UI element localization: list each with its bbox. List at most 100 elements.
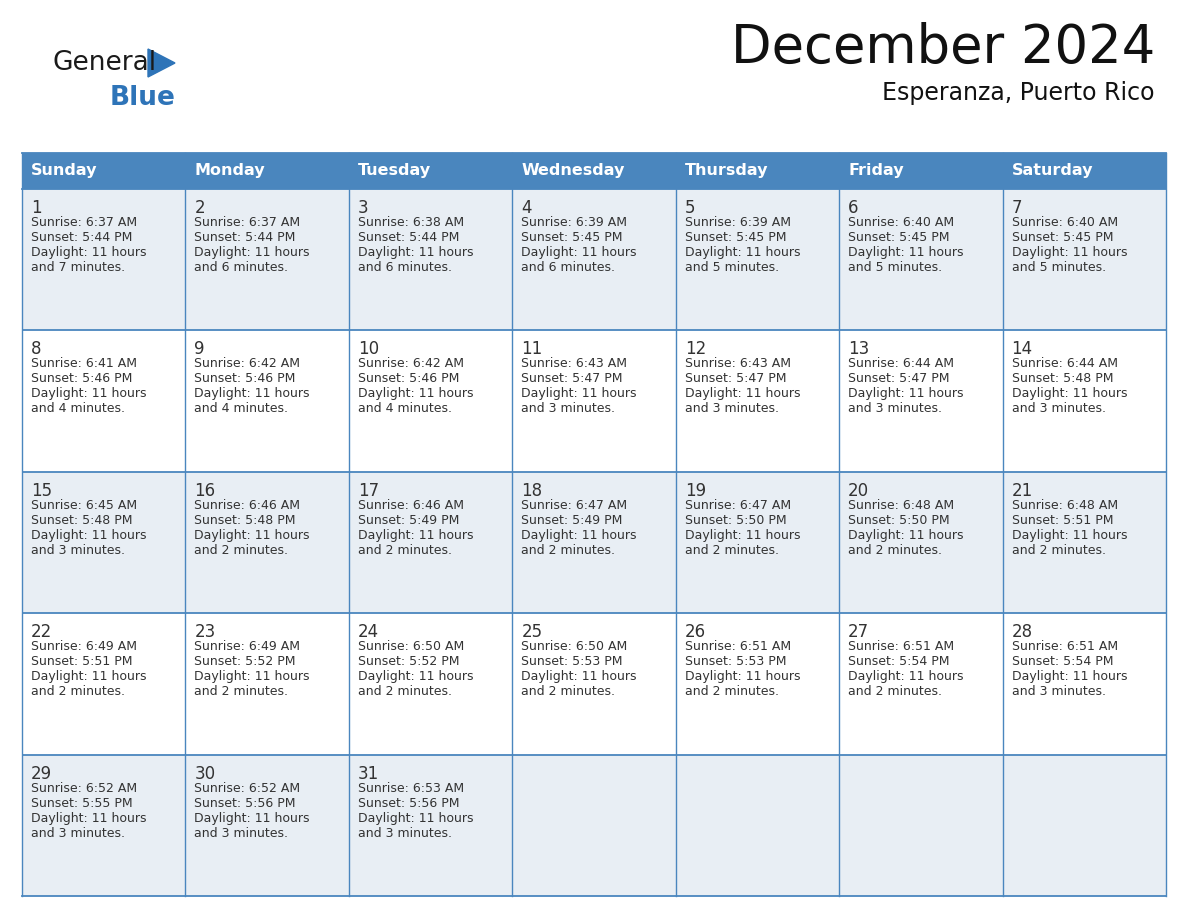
Bar <box>23 189 185 330</box>
Text: Daylight: 11 hours: Daylight: 11 hours <box>684 670 801 683</box>
Text: Blue: Blue <box>110 85 176 111</box>
Text: Daylight: 11 hours: Daylight: 11 hours <box>358 670 473 683</box>
Bar <box>1003 755 1165 896</box>
Text: and 2 minutes.: and 2 minutes. <box>848 543 942 557</box>
Text: Sunset: 5:44 PM: Sunset: 5:44 PM <box>195 231 296 244</box>
Text: Sunset: 5:52 PM: Sunset: 5:52 PM <box>358 655 460 668</box>
Bar <box>839 613 1003 755</box>
Text: Sunset: 5:55 PM: Sunset: 5:55 PM <box>31 797 133 810</box>
Text: and 4 minutes.: and 4 minutes. <box>195 402 289 416</box>
Text: Daylight: 11 hours: Daylight: 11 hours <box>358 246 473 259</box>
Text: and 7 minutes.: and 7 minutes. <box>31 261 125 274</box>
Bar <box>23 613 185 755</box>
Text: 5: 5 <box>684 199 695 217</box>
Bar <box>23 153 185 189</box>
Text: Daylight: 11 hours: Daylight: 11 hours <box>31 246 146 259</box>
Text: and 3 minutes.: and 3 minutes. <box>358 826 451 840</box>
Text: Daylight: 11 hours: Daylight: 11 hours <box>31 387 146 400</box>
Bar <box>676 755 839 896</box>
Text: and 2 minutes.: and 2 minutes. <box>195 685 289 699</box>
Text: and 2 minutes.: and 2 minutes. <box>522 543 615 557</box>
Text: Sunset: 5:51 PM: Sunset: 5:51 PM <box>1011 514 1113 527</box>
Text: Sunrise: 6:42 AM: Sunrise: 6:42 AM <box>195 357 301 370</box>
Bar <box>185 189 349 330</box>
Text: and 5 minutes.: and 5 minutes. <box>1011 261 1106 274</box>
Text: 6: 6 <box>848 199 859 217</box>
Text: Daylight: 11 hours: Daylight: 11 hours <box>684 387 801 400</box>
Text: Sunrise: 6:45 AM: Sunrise: 6:45 AM <box>31 498 137 512</box>
Text: Friday: Friday <box>848 163 904 178</box>
Bar <box>1003 330 1165 472</box>
Text: Daylight: 11 hours: Daylight: 11 hours <box>358 387 473 400</box>
Bar <box>185 330 349 472</box>
Text: Sunrise: 6:44 AM: Sunrise: 6:44 AM <box>1011 357 1118 370</box>
Text: and 3 minutes.: and 3 minutes. <box>195 826 289 840</box>
Bar <box>349 755 512 896</box>
Text: Sunrise: 6:44 AM: Sunrise: 6:44 AM <box>848 357 954 370</box>
Text: General: General <box>52 50 156 76</box>
Text: Sunset: 5:45 PM: Sunset: 5:45 PM <box>522 231 623 244</box>
Text: Sunset: 5:53 PM: Sunset: 5:53 PM <box>522 655 623 668</box>
Bar <box>185 613 349 755</box>
Text: Sunrise: 6:37 AM: Sunrise: 6:37 AM <box>31 216 137 229</box>
Text: Saturday: Saturday <box>1011 163 1093 178</box>
Text: Sunrise: 6:50 AM: Sunrise: 6:50 AM <box>522 640 627 654</box>
Text: 4: 4 <box>522 199 532 217</box>
Text: Sunset: 5:49 PM: Sunset: 5:49 PM <box>522 514 623 527</box>
Text: 21: 21 <box>1011 482 1032 499</box>
Bar <box>512 755 676 896</box>
Text: Sunset: 5:47 PM: Sunset: 5:47 PM <box>522 373 623 386</box>
Text: Daylight: 11 hours: Daylight: 11 hours <box>848 246 963 259</box>
Text: 17: 17 <box>358 482 379 499</box>
Bar <box>349 189 512 330</box>
Text: Sunrise: 6:53 AM: Sunrise: 6:53 AM <box>358 781 465 795</box>
Text: Daylight: 11 hours: Daylight: 11 hours <box>1011 387 1127 400</box>
Bar <box>1003 189 1165 330</box>
Text: and 3 minutes.: and 3 minutes. <box>31 826 125 840</box>
Text: Sunset: 5:54 PM: Sunset: 5:54 PM <box>848 655 949 668</box>
Text: and 3 minutes.: and 3 minutes. <box>1011 402 1106 416</box>
Text: and 2 minutes.: and 2 minutes. <box>848 685 942 699</box>
Bar <box>676 153 839 189</box>
Text: Sunset: 5:45 PM: Sunset: 5:45 PM <box>684 231 786 244</box>
Bar <box>349 472 512 613</box>
Bar <box>839 189 1003 330</box>
Text: 19: 19 <box>684 482 706 499</box>
Text: 1: 1 <box>31 199 42 217</box>
Text: and 4 minutes.: and 4 minutes. <box>358 402 451 416</box>
Text: Daylight: 11 hours: Daylight: 11 hours <box>195 670 310 683</box>
Text: Sunrise: 6:40 AM: Sunrise: 6:40 AM <box>1011 216 1118 229</box>
Text: 9: 9 <box>195 341 204 358</box>
Text: 26: 26 <box>684 623 706 641</box>
Bar <box>23 472 185 613</box>
Text: December 2024: December 2024 <box>731 22 1155 74</box>
Text: Sunset: 5:45 PM: Sunset: 5:45 PM <box>848 231 949 244</box>
Text: Sunset: 5:48 PM: Sunset: 5:48 PM <box>195 514 296 527</box>
Text: Sunrise: 6:37 AM: Sunrise: 6:37 AM <box>195 216 301 229</box>
Text: Daylight: 11 hours: Daylight: 11 hours <box>358 812 473 824</box>
Bar <box>1003 613 1165 755</box>
Text: and 6 minutes.: and 6 minutes. <box>358 261 451 274</box>
Bar <box>512 189 676 330</box>
Text: and 2 minutes.: and 2 minutes. <box>684 685 778 699</box>
Text: Sunrise: 6:49 AM: Sunrise: 6:49 AM <box>31 640 137 654</box>
Text: Tuesday: Tuesday <box>358 163 431 178</box>
Text: Sunset: 5:54 PM: Sunset: 5:54 PM <box>1011 655 1113 668</box>
Text: Daylight: 11 hours: Daylight: 11 hours <box>1011 246 1127 259</box>
Text: Sunrise: 6:38 AM: Sunrise: 6:38 AM <box>358 216 465 229</box>
Bar <box>676 189 839 330</box>
Text: Daylight: 11 hours: Daylight: 11 hours <box>195 246 310 259</box>
Text: Daylight: 11 hours: Daylight: 11 hours <box>848 670 963 683</box>
Bar <box>839 472 1003 613</box>
Text: Sunset: 5:49 PM: Sunset: 5:49 PM <box>358 514 460 527</box>
Text: 25: 25 <box>522 623 543 641</box>
Text: Sunset: 5:48 PM: Sunset: 5:48 PM <box>31 514 133 527</box>
Text: Sunset: 5:47 PM: Sunset: 5:47 PM <box>848 373 949 386</box>
Text: Daylight: 11 hours: Daylight: 11 hours <box>522 246 637 259</box>
Text: Sunday: Sunday <box>31 163 97 178</box>
Text: and 5 minutes.: and 5 minutes. <box>848 261 942 274</box>
Text: 22: 22 <box>31 623 52 641</box>
Bar <box>839 330 1003 472</box>
Text: Sunrise: 6:50 AM: Sunrise: 6:50 AM <box>358 640 465 654</box>
Text: 2: 2 <box>195 199 206 217</box>
